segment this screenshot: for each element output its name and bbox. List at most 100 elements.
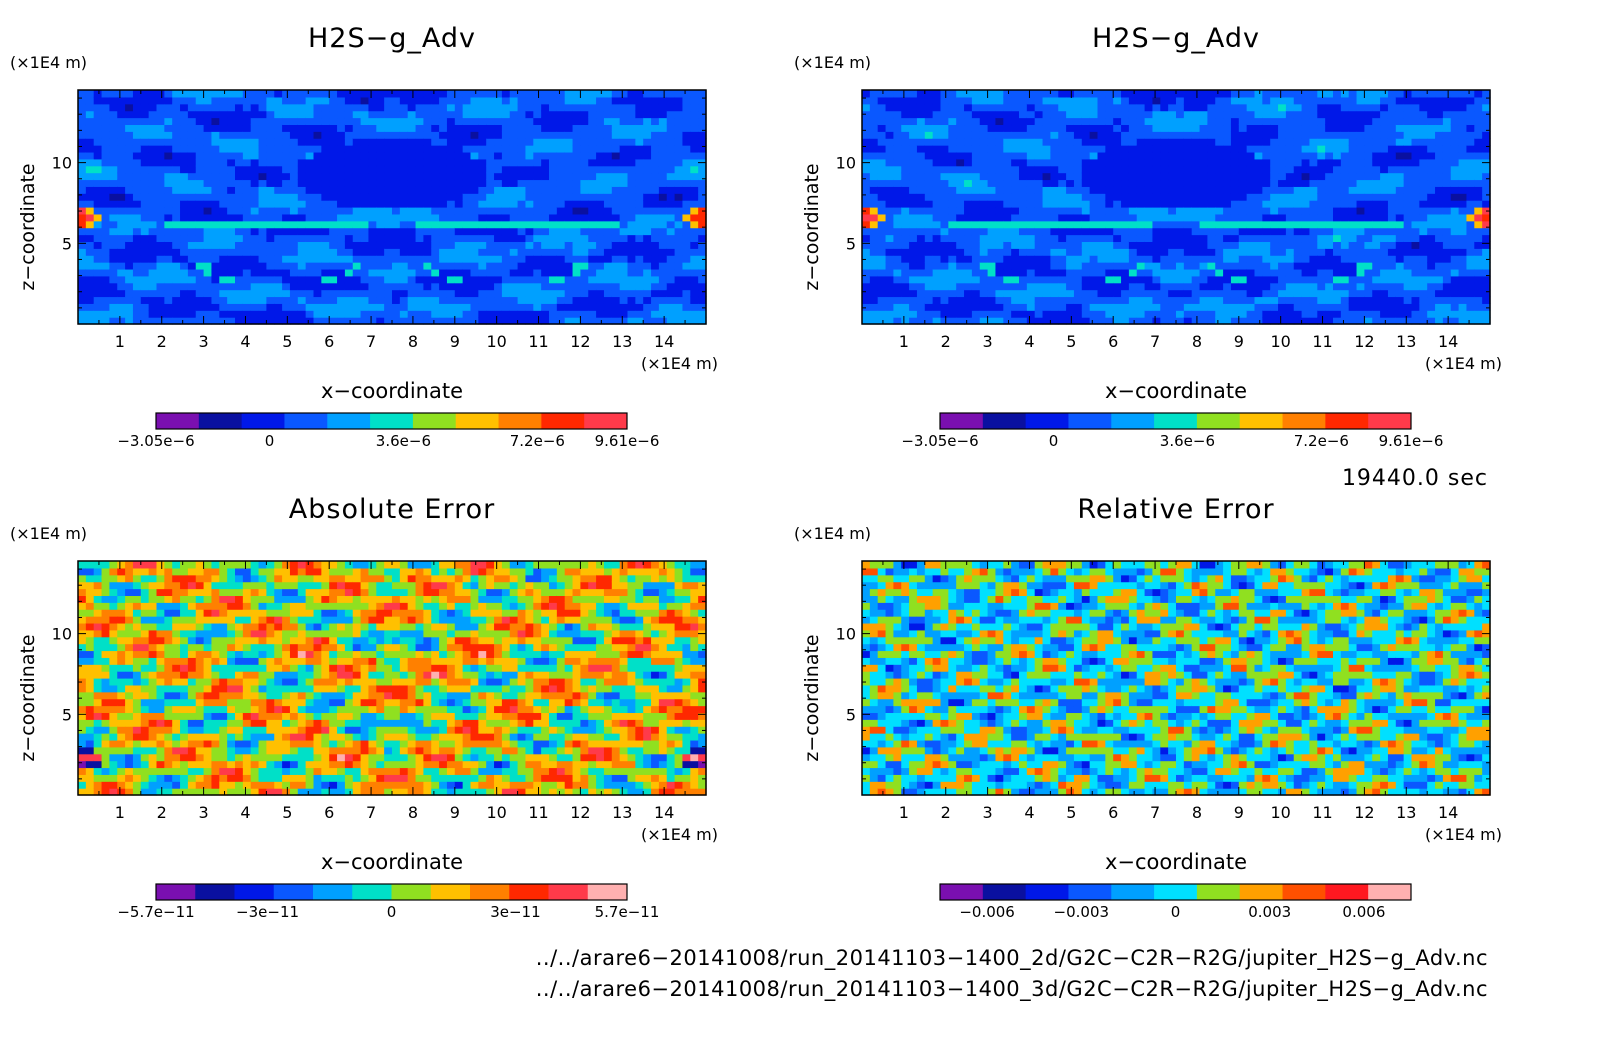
- heatmap-cell: [462, 165, 472, 174]
- heatmap-cell: [109, 90, 118, 98]
- heatmap-cell: [1168, 262, 1177, 270]
- heatmap-cell: [125, 179, 134, 187]
- heatmap-cell: [1215, 165, 1224, 174]
- heatmap-cell: [352, 172, 362, 181]
- heatmap-cell: [344, 275, 354, 284]
- heatmap-cell: [971, 103, 981, 112]
- heatmap-cell: [1340, 110, 1350, 119]
- heatmap-cell: [1293, 110, 1303, 119]
- heatmap-cell: [1066, 131, 1075, 139]
- heatmap-cell: [509, 234, 519, 243]
- heatmap-cell: [909, 317, 918, 325]
- heatmap-cell: [1089, 110, 1099, 119]
- heatmap-cell: [1223, 158, 1232, 167]
- heatmap-cell: [454, 289, 464, 298]
- heatmap-cell: [195, 186, 205, 194]
- heatmap-cell: [1034, 151, 1044, 160]
- heatmap-cell: [517, 296, 527, 304]
- heatmap-cell: [407, 110, 417, 119]
- heatmap-cell: [1199, 255, 1208, 263]
- heatmap-cell: [964, 268, 973, 277]
- heatmap-cell: [1333, 255, 1342, 263]
- heatmap-cell: [227, 179, 236, 187]
- heatmap-cell: [1301, 103, 1311, 112]
- heatmap-cell: [1121, 227, 1130, 236]
- heatmap-cell: [580, 131, 589, 139]
- heatmap-cell: [666, 303, 676, 311]
- heatmap-cell: [1340, 90, 1350, 98]
- heatmap-cell: [1183, 255, 1193, 263]
- heatmap-cell: [924, 241, 934, 249]
- heatmap-cell: [611, 124, 621, 132]
- heatmap-cell: [180, 227, 189, 236]
- heatmap-cell: [274, 234, 283, 243]
- heatmap-cell: [132, 303, 142, 311]
- heatmap-cell: [1058, 303, 1067, 311]
- heatmap-cell: [93, 296, 103, 304]
- heatmap-cell: [1317, 110, 1326, 119]
- heatmap-cell: [635, 200, 644, 208]
- heatmap-cell: [987, 90, 997, 98]
- heatmap-cell: [901, 96, 910, 105]
- heatmap-cell: [227, 289, 236, 298]
- heatmap-cell: [1019, 262, 1028, 270]
- heatmap-field: [862, 90, 1491, 325]
- heatmap-cell: [1223, 282, 1232, 291]
- heatmap-cell: [1215, 268, 1224, 277]
- heatmap-cell: [619, 234, 629, 243]
- heatmap-cell: [932, 200, 942, 208]
- heatmap-cell: [940, 262, 949, 270]
- heatmap-cell: [525, 310, 534, 318]
- heatmap-cell: [1348, 200, 1358, 208]
- heatmap-cell: [242, 158, 252, 167]
- heatmap-cell: [1136, 90, 1146, 98]
- heatmap-cell: [603, 268, 613, 277]
- heatmap-cell: [1238, 90, 1248, 98]
- heatmap-cell: [901, 282, 910, 291]
- heatmap-cell: [1270, 248, 1279, 256]
- heatmap-cell: [1066, 90, 1075, 98]
- heatmap-cell: [132, 282, 142, 291]
- heatmap-cell: [1285, 289, 1295, 298]
- heatmap-cell: [187, 138, 197, 146]
- heatmap-cell: [1309, 296, 1318, 304]
- heatmap-cell: [313, 268, 322, 277]
- heatmap-cell: [180, 268, 189, 277]
- heatmap-cell: [344, 90, 354, 98]
- heatmap-cell: [203, 227, 213, 236]
- heatmap-cell: [258, 317, 267, 325]
- heatmap-cell: [195, 90, 205, 98]
- heatmap-cell: [1317, 282, 1326, 291]
- heatmap-cell: [384, 117, 393, 126]
- heatmap-cell: [1113, 317, 1122, 325]
- heatmap-cell: [1113, 151, 1122, 160]
- heatmap-cell: [541, 90, 550, 98]
- heatmap-cell: [1097, 200, 1106, 208]
- heatmap-cell: [1238, 248, 1248, 256]
- heatmap-cell: [627, 172, 636, 181]
- heatmap-cell: [109, 296, 118, 304]
- heatmap-cell: [690, 296, 699, 304]
- heatmap-cell: [446, 234, 456, 243]
- heatmap-cell: [682, 248, 691, 256]
- heatmap-cell: [431, 289, 440, 298]
- heatmap-cell: [384, 248, 393, 256]
- heatmap-cell: [1097, 241, 1106, 249]
- heatmap-cell: [266, 268, 275, 277]
- heatmap-cell: [1160, 117, 1169, 126]
- heatmap-cell: [611, 96, 621, 105]
- heatmap-cell: [1270, 282, 1279, 291]
- heatmap-cell: [85, 96, 95, 105]
- heatmap-cell: [415, 131, 424, 139]
- heatmap-cell: [1152, 124, 1161, 132]
- heatmap-cell: [470, 145, 479, 153]
- heatmap-cell: [125, 213, 134, 222]
- heatmap-cell: [242, 131, 252, 139]
- heatmap-cell: [979, 227, 989, 236]
- heatmap-cell: [446, 213, 456, 222]
- heatmap-cell: [611, 103, 621, 112]
- heatmap-cell: [1019, 179, 1028, 187]
- heatmap-cell: [1128, 110, 1138, 119]
- heatmap-cell: [603, 289, 613, 298]
- heatmap-cell: [242, 234, 252, 243]
